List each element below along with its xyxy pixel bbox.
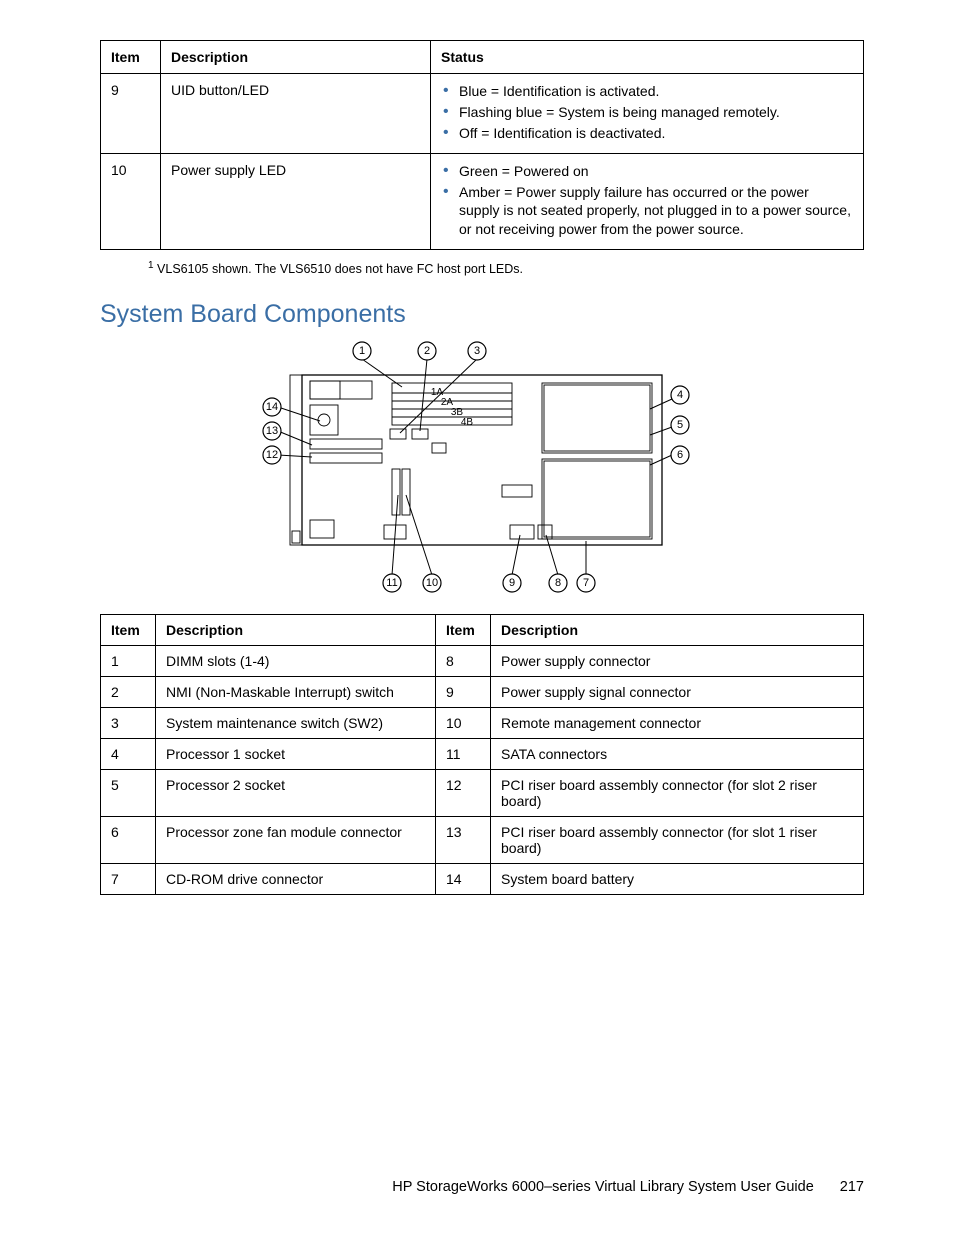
th-item: Item	[101, 41, 161, 74]
callout: 9	[503, 574, 521, 592]
page-footer: HP StorageWorks 6000–series Virtual Libr…	[392, 1179, 864, 1195]
svg-text:3: 3	[474, 345, 480, 357]
svg-text:4: 4	[677, 389, 683, 401]
cell-desc: Power supply LED	[161, 153, 431, 250]
th-desc2: Description	[491, 615, 864, 646]
callout: 2	[418, 342, 436, 360]
callout: 8	[549, 574, 567, 592]
table-row: 10 Power supply LED Green = Powered on A…	[101, 153, 864, 250]
svg-text:9: 9	[509, 577, 515, 589]
cell-status: Green = Powered on Amber = Power supply …	[431, 153, 864, 250]
page-container: Item Description Status 9 UID button/LED…	[0, 0, 954, 1235]
cell-item: 10	[101, 153, 161, 250]
th-item2: Item	[436, 615, 491, 646]
footnote: 1 VLS6105 shown. The VLS6510 does not ha…	[148, 260, 864, 276]
th-status: Status	[431, 41, 864, 74]
svg-text:14: 14	[266, 401, 278, 413]
svg-text:10: 10	[426, 577, 438, 589]
callout: 5	[671, 416, 689, 434]
th-desc: Description	[156, 615, 436, 646]
callout: 14	[263, 398, 281, 416]
callout: 4	[671, 386, 689, 404]
table-row: 2 NMI (Non-Maskable Interrupt) switch 9 …	[101, 677, 864, 708]
th-item: Item	[101, 615, 156, 646]
bullet: Green = Powered on	[459, 162, 853, 181]
bullet: Blue = Identification is activated.	[459, 82, 853, 101]
table-row: 3 System maintenance switch (SW2) 10 Rem…	[101, 708, 864, 739]
svg-text:7: 7	[583, 577, 589, 589]
status-table: Item Description Status 9 UID button/LED…	[100, 40, 864, 250]
page-number: 217	[840, 1179, 864, 1195]
table-row: 7 CD-ROM drive connector 14 System board…	[101, 864, 864, 895]
cell-desc: UID button/LED	[161, 74, 431, 154]
callout: 13	[263, 422, 281, 440]
table-row: 1 DIMM slots (1-4) 8 Power supply connec…	[101, 646, 864, 677]
section-heading: System Board Components	[100, 300, 864, 329]
footer-title: HP StorageWorks 6000–series Virtual Libr…	[392, 1179, 814, 1195]
bullet: Off = Identification is deactivated.	[459, 124, 853, 143]
table-row: 6 Processor zone fan module connector 13…	[101, 817, 864, 864]
components-table: Item Description Item Description 1 DIMM…	[100, 614, 864, 895]
bullet: Amber = Power supply failure has occurre…	[459, 183, 853, 240]
svg-text:6: 6	[677, 449, 683, 461]
callout: 10	[423, 574, 441, 592]
diagram-svg: 1A 2A 3B 4B	[242, 335, 722, 595]
slot-label: 4B	[461, 417, 474, 428]
table-row: 9 UID button/LED Blue = Identification i…	[101, 74, 864, 154]
callout: 1	[353, 342, 371, 360]
system-board-diagram: 1A 2A 3B 4B	[100, 335, 864, 600]
table-row: 4 Processor 1 socket 11 SATA connectors	[101, 739, 864, 770]
bullet: Flashing blue = System is being managed …	[459, 103, 853, 122]
svg-text:1: 1	[359, 345, 365, 357]
svg-text:5: 5	[677, 419, 683, 431]
svg-text:11: 11	[386, 577, 397, 589]
callout: 11	[383, 574, 401, 592]
callout: 12	[263, 446, 281, 464]
cell-status: Blue = Identification is activated. Flas…	[431, 74, 864, 154]
svg-text:2: 2	[424, 345, 430, 357]
footnote-marker: 1	[148, 260, 154, 271]
svg-text:13: 13	[266, 425, 278, 437]
th-desc: Description	[161, 41, 431, 74]
svg-text:12: 12	[266, 449, 278, 461]
callout: 7	[577, 574, 595, 592]
footnote-text: VLS6105 shown. The VLS6510 does not have…	[157, 262, 523, 276]
svg-text:8: 8	[555, 577, 561, 589]
callout: 3	[468, 342, 486, 360]
table-row: 5 Processor 2 socket 12 PCI riser board …	[101, 770, 864, 817]
cell-item: 9	[101, 74, 161, 154]
callout: 6	[671, 446, 689, 464]
